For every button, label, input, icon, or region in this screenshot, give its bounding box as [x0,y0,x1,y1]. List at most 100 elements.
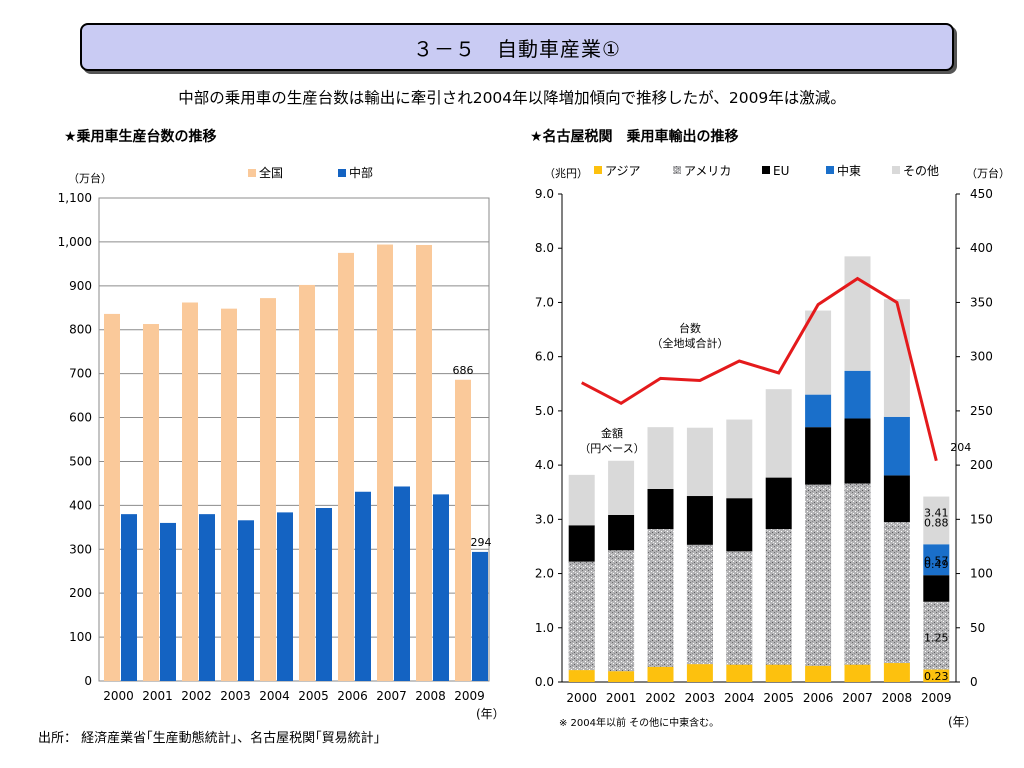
right-chart-title: ★名古屋税関 乗用車輸出の推移 [530,129,739,145]
left-x-tick-label: 2001 [142,689,173,703]
right-bar-segment-america [568,561,595,671]
page-title: ３－５ 自動車産業① [413,36,621,61]
right-bar-segment-asia [647,666,674,682]
right-bar-segment-other [686,427,713,497]
left-bar-zenkoku [377,244,393,681]
right-bar-segment-other [765,389,792,478]
right-bar-segment-eu [923,575,950,602]
left-y-tick-label: 1,100 [58,191,92,205]
left-x-tick-label: 2002 [181,689,212,703]
left-legend-label: 全国 [259,165,283,180]
right-bar-segment-america [805,484,832,666]
left-legend-swatch [338,169,346,177]
right-x-tick-label: 2000 [566,691,597,705]
right-bar-segment-america [844,483,871,665]
right-footnote: ※ 2004年以前 その他に中東含む。 [559,716,719,729]
right-bar-segment-other [805,310,832,395]
right-y-left-tick-label: 8.0 [535,241,554,255]
left-x-tick-label: 2000 [103,689,134,703]
right-y-left-tick-label: 2.0 [535,567,554,581]
right-y-left-tick-label: 9.0 [535,187,554,201]
left-bar-chubu [238,520,254,681]
left-bar-chubu [199,514,215,681]
left-x-tick-label: 2007 [376,689,407,703]
right-bar-segment-middle-east [805,394,832,428]
left-y-tick-label: 700 [69,367,92,381]
left-bar-zenkoku [143,324,159,681]
left-bar-zenkoku [104,313,120,681]
right-y-left-tick-label: 3.0 [535,512,554,526]
left-y-tick-label: 200 [69,586,92,600]
right-line-units [581,276,938,462]
right-y-left-tick-label: 0.0 [535,675,554,689]
left-y-tick-label: 900 [69,279,92,293]
right-y-left-tick-label: 5.0 [535,404,554,418]
right-line-label-2009: 204 [950,441,971,454]
right-bar-segment-other [844,256,871,371]
right-bar-segment-eu [568,525,595,562]
right-legend-label-asia: アジア [605,164,641,178]
left-bar-chubu [355,491,371,681]
right-data-label-2009: 0.49 [924,558,949,571]
right-y-left-tick-label: 6.0 [535,350,554,364]
right-bar-segment-america [726,551,753,665]
right-legend-swatch-other [892,166,900,174]
left-bar-chubu [277,512,293,681]
left-annotation-label: 686 [453,364,474,377]
left-y-axis-unit: （万台） [68,171,112,185]
right-y-right-tick-label: 200 [970,458,993,472]
left-x-tick-label: 2004 [259,689,290,703]
right-legend-label-eu: EU [773,164,789,178]
left-bar-chubu [394,486,410,681]
right-y-left-tick-label: 7.0 [535,295,554,309]
right-annotation-units: 台数 [679,321,701,335]
left-y-tick-label: 500 [69,454,92,468]
right-data-label-2009: 1.25 [924,632,949,645]
right-x-tick-label: 2001 [606,691,637,705]
right-y-left-tick-label: 1.0 [535,621,554,635]
left-bar-zenkoku [221,308,237,681]
left-x-tick-label: 2008 [415,689,446,703]
left-bar-zenkoku [338,252,354,682]
right-y-right-tick-label: 450 [970,187,993,201]
right-bar-segment-asia [765,664,792,682]
right-bar-segment-eu [647,488,674,530]
right-y-right-tick-label: 150 [970,512,993,526]
right-bar-segment-asia [686,664,713,682]
right-bar-segment-eu [844,418,871,484]
right-x-axis-unit: (年） [948,715,977,729]
right-bar-segment-america [608,550,635,672]
right-bar-segment-america [765,529,792,665]
left-y-tick-label: 400 [69,498,92,512]
right-y-left-tick-label: 4.0 [535,458,554,472]
left-y-tick-label: 100 [69,630,92,644]
right-legend-label-america: アメリカ [684,164,731,178]
left-bar-zenkoku [416,244,432,681]
left-annotation-label: 294 [471,536,492,549]
right-bar-segment-asia [844,664,871,682]
right-data-label-2009: 0.88 [924,516,949,529]
right-bar-segment-eu [883,475,910,523]
left-bar-zenkoku [455,379,471,681]
right-x-tick-label: 2004 [724,691,755,705]
right-bar-segment-middle-east [883,416,910,476]
right-bar-segment-asia [805,665,832,682]
right-bar-segment-asia [883,663,910,682]
left-legend-label: 中部 [349,165,373,180]
left-y-tick-label: 1,000 [58,235,92,249]
right-bar-segment-eu [726,498,753,552]
left-bar-chubu [160,522,176,681]
left-bar-zenkoku [260,298,276,681]
right-y-right-tick-label: 0 [970,675,978,689]
right-bar-segment-america [923,601,950,670]
right-legend-swatch-middle-east [826,166,834,174]
right-bar-segment-other [647,427,674,489]
left-legend-swatch [248,169,256,177]
left-y-tick-label: 600 [69,411,92,425]
left-bar-chubu [121,514,137,681]
right-bar-segment-other [883,299,910,417]
right-bar-segment-other [923,496,950,545]
right-bar-segment-eu [608,514,635,551]
left-y-tick-label: 800 [69,323,92,337]
